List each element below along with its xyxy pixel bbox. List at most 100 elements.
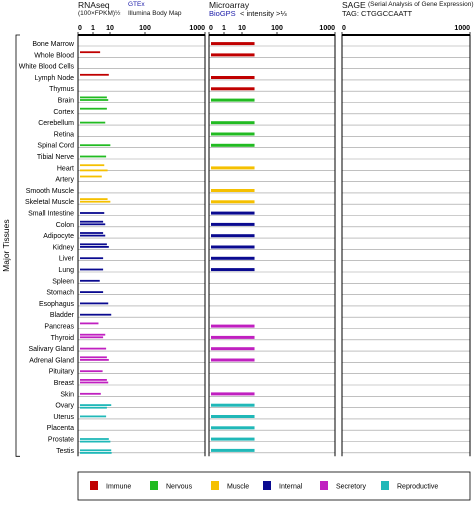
microarray-bar: [211, 347, 255, 351]
rnaseq-bar: [80, 246, 109, 248]
rnaseq-bar: [80, 381, 109, 384]
rnaseq-bar: [80, 379, 107, 381]
rnaseq-bar: [80, 392, 101, 395]
rnaseq-units: (100×FPKM)½: [78, 10, 121, 17]
microarray-bar: [211, 98, 255, 102]
tissue-label[interactable]: Bladder: [50, 312, 75, 319]
legend-label[interactable]: Reproductive: [397, 484, 438, 491]
tissue-label[interactable]: Colon: [56, 222, 74, 229]
sage-tick-label: 1000: [454, 25, 470, 32]
rnaseq-bar: [80, 313, 112, 316]
microarray-bar: [211, 426, 255, 430]
rna-tick-label: 0: [78, 25, 82, 32]
tissue-label[interactable]: Prostate: [48, 437, 74, 444]
microarray-bar: [211, 234, 255, 238]
tissue-label[interactable]: Heart: [57, 165, 74, 172]
legend-swatch: [90, 481, 98, 490]
rnaseq-bar: [80, 291, 104, 293]
tissue-label[interactable]: Ovary: [55, 403, 74, 410]
microarray-bar: [211, 448, 255, 452]
legend-label[interactable]: Internal: [279, 484, 303, 491]
microarray-bar: [211, 268, 255, 272]
tissue-label[interactable]: White Blood Cells: [19, 64, 75, 71]
rna-tick-label: 100: [139, 25, 151, 32]
biogps-label[interactable]: BioGPS: [209, 9, 236, 18]
legend: Immune Nervous Muscle Internal Secretory Repr…: [77, 471, 471, 501]
tissue-label[interactable]: Pituitary: [49, 369, 75, 376]
tissue-label[interactable]: Testis: [56, 448, 74, 455]
microarray-bar: [211, 392, 255, 396]
sage-tick-label: 0: [342, 25, 346, 32]
rnaseq-bar: [80, 333, 106, 336]
y-axis-label: Major Tissues: [1, 219, 11, 271]
tissue-label[interactable]: Stomach: [46, 290, 74, 297]
grid-lines: [78, 45, 470, 454]
tissue-label[interactable]: Thymus: [49, 86, 74, 93]
y-axis-bracket: [15, 34, 20, 457]
microarray-bar: [211, 200, 255, 204]
rnaseq-title: RNAseq: [78, 0, 110, 10]
tissue-label[interactable]: Placenta: [47, 425, 74, 432]
tissue-label[interactable]: Kidney: [53, 244, 75, 251]
tissue-label[interactable]: Skeletal Muscle: [25, 199, 74, 206]
tissue-label[interactable]: Bone Marrow: [32, 41, 75, 48]
rnaseq-bar: [80, 51, 101, 54]
rnaseq-bar: [80, 73, 109, 76]
tissue-label[interactable]: Pancreas: [44, 324, 74, 331]
rnaseq-bar: [80, 212, 105, 214]
microarray-bar: [211, 143, 255, 147]
legend-box: [77, 471, 471, 501]
microarray-bar: [211, 222, 255, 226]
illumina-label: Illumina Body Map: [128, 10, 182, 17]
rnaseq-bar: [80, 121, 106, 124]
sage-subtitle: (Serial Analysis of Gene Expression): [368, 1, 474, 8]
tissue-label[interactable]: Uterus: [53, 414, 74, 421]
tissue-label[interactable]: Cortex: [53, 109, 74, 116]
rnaseq-bar: [80, 268, 104, 271]
tissue-label[interactable]: Cerebellum: [38, 120, 74, 127]
tissue-label[interactable]: Whole Blood: [34, 52, 74, 59]
tissue-label[interactable]: Breast: [54, 380, 74, 387]
legend-label[interactable]: Muscle: [227, 484, 249, 491]
tissue-label[interactable]: Adrenal Gland: [29, 357, 74, 364]
rnaseq-bar: [80, 155, 107, 158]
microarray-bar: [211, 121, 255, 125]
legend-label[interactable]: Secretory: [336, 484, 366, 491]
rnaseq-bar: [80, 404, 112, 406]
tissue-label[interactable]: Smooth Muscle: [26, 188, 74, 195]
tissue-label[interactable]: Spinal Cord: [37, 143, 74, 150]
rnaseq-bar: [80, 223, 106, 226]
tissue-label[interactable]: Retina: [54, 131, 74, 138]
rnaseq-bar: [80, 438, 109, 440]
tissue-label[interactable]: Thyroid: [51, 335, 74, 342]
microarray-bar: [211, 189, 255, 192]
legend-label[interactable]: Nervous: [166, 484, 193, 491]
sage-title: SAGE: [342, 0, 366, 10]
tissue-label[interactable]: Lung: [58, 267, 74, 274]
tissue-label[interactable]: Esophagus: [39, 301, 75, 308]
rnaseq-bar: [80, 144, 111, 147]
legend-label[interactable]: Immune: [106, 484, 131, 491]
tissue-label[interactable]: Small Intestine: [28, 211, 74, 218]
microarray-bar: [211, 256, 255, 260]
tissue-label[interactable]: Tibial Nerve: [37, 154, 74, 161]
tissue-label[interactable]: Liver: [59, 256, 75, 263]
tissue-label[interactable]: Artery: [55, 177, 74, 184]
rnaseq-bar: [80, 370, 103, 373]
micro-tick-label: 1000: [319, 25, 335, 32]
rnaseq-bar: [80, 406, 107, 409]
tissue-label[interactable]: Salivary Gland: [28, 346, 74, 353]
rnaseq-bar: [80, 347, 107, 350]
rnaseq-bar: [80, 356, 107, 359]
tissue-label[interactable]: Brain: [58, 98, 74, 105]
gtex-label[interactable]: GTEx: [128, 1, 145, 8]
micro-tick-label: 100: [271, 25, 283, 32]
micro-tick-label: 0: [209, 25, 213, 32]
rnaseq-bar: [80, 449, 112, 452]
bars: [80, 42, 255, 454]
tissue-label[interactable]: Spleen: [52, 278, 74, 285]
microarray-bar: [211, 403, 255, 407]
tissue-label[interactable]: Lymph Node: [35, 75, 75, 82]
tissue-label[interactable]: Adipocyte: [43, 233, 74, 240]
tissue-label[interactable]: Skin: [60, 391, 74, 398]
